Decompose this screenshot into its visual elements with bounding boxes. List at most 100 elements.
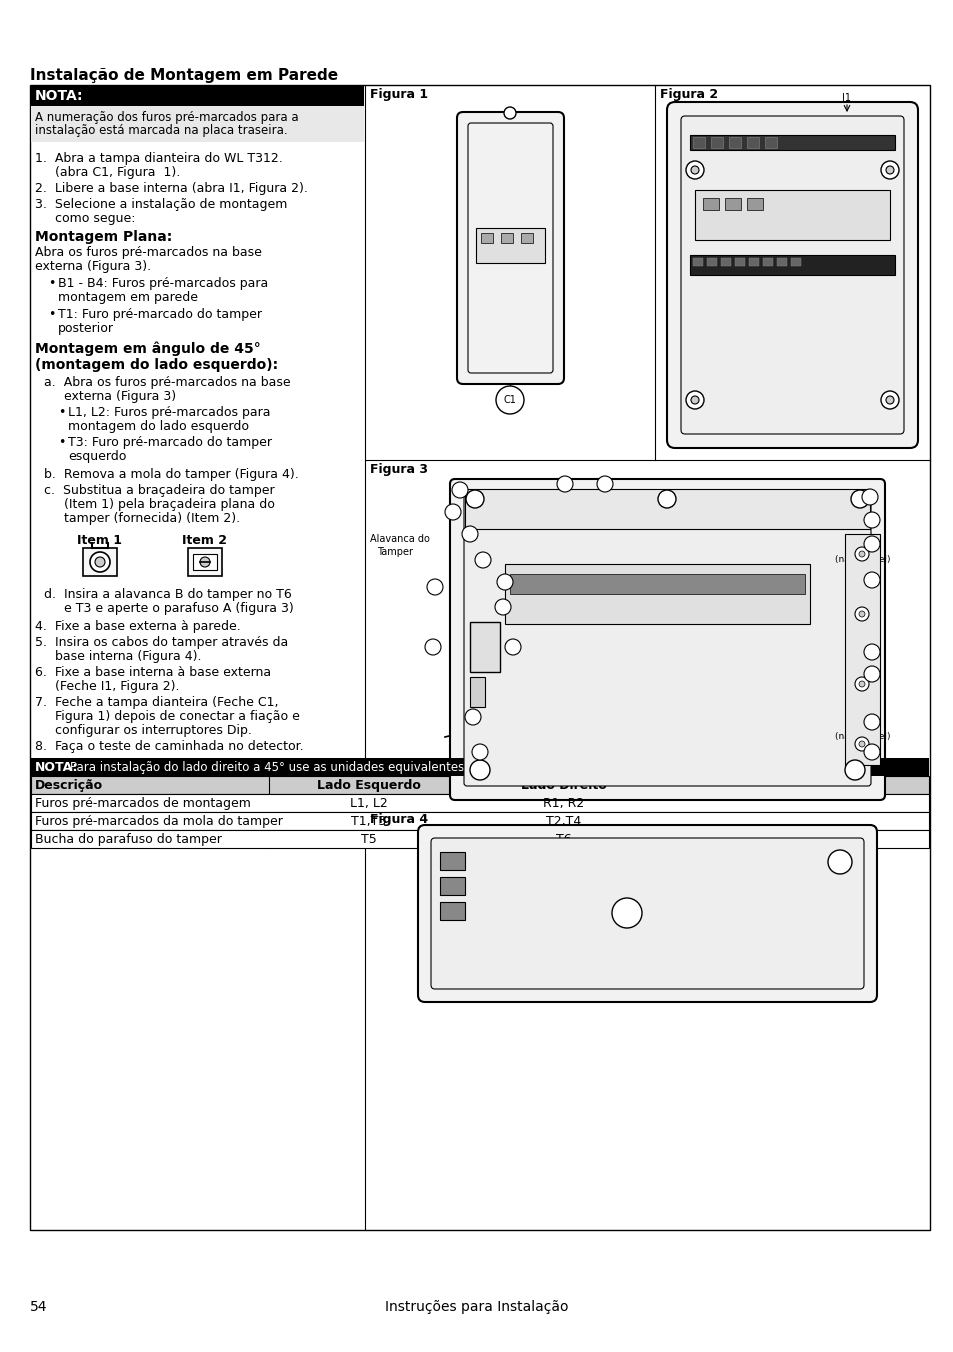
Bar — [30, 105, 364, 142]
Text: T2: T2 — [865, 516, 877, 526]
Text: Montagem em ângulo de 45°: Montagem em ângulo de 45° — [35, 342, 260, 357]
Text: Figura 4: Figura 4 — [370, 813, 428, 826]
Text: R1, R2: R1, R2 — [543, 796, 584, 810]
Bar — [439, 852, 464, 869]
Text: W2: W2 — [863, 671, 879, 680]
Text: b.  Remova a mola do tamper (Figura 4).: b. Remova a mola do tamper (Figura 4). — [44, 468, 298, 481]
Text: c.  Substitua a braçadeira do tamper: c. Substitua a braçadeira do tamper — [44, 484, 274, 498]
Text: Para instalação do lado direito a 45° use as unidades equivalentes na base exter: Para instalação do lado direito a 45° us… — [70, 761, 642, 773]
Bar — [746, 137, 759, 147]
Text: Item 2: Item 2 — [182, 534, 227, 548]
Bar — [30, 87, 364, 105]
Text: Descrição: Descrição — [35, 779, 103, 792]
Text: L1, L2: L1, L2 — [350, 796, 388, 810]
Circle shape — [685, 161, 703, 178]
Circle shape — [95, 557, 105, 566]
Text: montagem do lado esquerdo: montagem do lado esquerdo — [68, 420, 249, 433]
Text: configurar os interruptores Dip.: configurar os interruptores Dip. — [35, 725, 252, 737]
Circle shape — [200, 557, 210, 566]
Bar — [30, 830, 928, 848]
Text: externa (Figura 3).: externa (Figura 3). — [35, 260, 151, 273]
Bar — [746, 197, 762, 210]
Text: L2: L2 — [467, 713, 478, 723]
Text: Furos pré-marcados da mola do tamper: Furos pré-marcados da mola do tamper — [35, 815, 283, 827]
Text: NOTA:: NOTA: — [35, 761, 78, 773]
Text: Furos pré-marcados de montagem: Furos pré-marcados de montagem — [35, 796, 251, 810]
Text: Tamper: Tamper — [376, 548, 413, 557]
Bar — [720, 258, 730, 266]
Bar — [439, 902, 464, 919]
Circle shape — [452, 483, 468, 498]
Bar — [510, 575, 804, 594]
Text: 54: 54 — [30, 1301, 48, 1314]
Text: 2.  Libere a base interna (abra I1, Figura 2).: 2. Libere a base interna (abra I1, Figur… — [35, 183, 308, 195]
Bar — [439, 877, 464, 895]
FancyBboxPatch shape — [666, 101, 917, 448]
Text: 4.  Fixe a base externa à parede.: 4. Fixe a base externa à parede. — [35, 621, 240, 633]
Circle shape — [885, 396, 893, 404]
Text: NOTA:: NOTA: — [35, 89, 84, 103]
Text: T6: T6 — [558, 480, 571, 489]
Circle shape — [461, 526, 477, 542]
Circle shape — [858, 552, 864, 557]
Text: L1, L2: Furos pré-marcados para: L1, L2: Furos pré-marcados para — [68, 406, 271, 419]
Circle shape — [854, 677, 868, 691]
Bar — [470, 622, 499, 672]
Bar — [30, 758, 928, 776]
FancyBboxPatch shape — [680, 116, 903, 434]
Bar — [764, 137, 776, 147]
Bar — [83, 548, 117, 576]
Text: (não visível): (não visível) — [834, 731, 889, 741]
Circle shape — [503, 107, 516, 119]
Text: Item 1: Item 1 — [77, 534, 122, 548]
Text: Figura 1: Figura 1 — [370, 88, 428, 101]
Text: A: A — [429, 644, 436, 653]
Text: T6: T6 — [556, 833, 571, 846]
Bar — [689, 256, 894, 274]
Circle shape — [858, 741, 864, 748]
Text: Figura 1) depois de conectar a fiação e: Figura 1) depois de conectar a fiação e — [35, 710, 299, 723]
Text: Instalação de Montagem em Parede: Instalação de Montagem em Parede — [30, 68, 337, 82]
Circle shape — [854, 737, 868, 750]
Circle shape — [496, 387, 523, 414]
Text: W5: W5 — [497, 579, 513, 588]
Text: a.  Abra os furos pré-marcados na base: a. Abra os furos pré-marcados na base — [44, 376, 291, 389]
Text: C1: C1 — [503, 395, 516, 406]
Bar — [706, 258, 717, 266]
Circle shape — [863, 644, 879, 660]
Text: W3: W3 — [504, 644, 520, 653]
Text: externa (Figura 3): externa (Figura 3) — [44, 389, 176, 403]
Text: 1.  Abra a tampa dianteira do WL T312.: 1. Abra a tampa dianteira do WL T312. — [35, 151, 282, 165]
Text: •: • — [58, 435, 66, 449]
Text: B1 - B4: Furos pré-marcados para: B1 - B4: Furos pré-marcados para — [58, 277, 268, 289]
Text: d.  Insira a alavanca B do tamper no T6: d. Insira a alavanca B do tamper no T6 — [44, 588, 292, 602]
Circle shape — [844, 760, 864, 780]
Circle shape — [885, 166, 893, 174]
Text: T3: T3 — [447, 508, 458, 518]
Bar — [520, 233, 533, 243]
Bar — [30, 794, 928, 813]
Text: T1: Furo pré-marcado do tamper: T1: Furo pré-marcado do tamper — [58, 308, 262, 320]
Text: B2: B2 — [864, 576, 878, 585]
Bar — [476, 228, 544, 264]
Text: instalação está marcada na placa traseira.: instalação está marcada na placa traseir… — [35, 124, 287, 137]
Bar — [500, 233, 513, 243]
Text: B1: B1 — [476, 556, 489, 566]
Bar — [702, 197, 719, 210]
Circle shape — [854, 607, 868, 621]
Text: W6: W6 — [495, 603, 511, 612]
Text: (Item 1) pela braçadeira plana do: (Item 1) pela braçadeira plana do — [44, 498, 274, 511]
Circle shape — [597, 476, 613, 492]
Bar — [710, 137, 722, 147]
Circle shape — [854, 548, 868, 561]
Text: A numeração dos furos pré-marcados para a: A numeração dos furos pré-marcados para … — [35, 111, 298, 124]
Circle shape — [690, 396, 699, 404]
Bar — [193, 554, 216, 571]
Bar — [728, 137, 740, 147]
Text: Figura 3: Figura 3 — [370, 462, 428, 476]
Text: 6.  Fixe a base interna à base externa: 6. Fixe a base interna à base externa — [35, 667, 271, 679]
FancyBboxPatch shape — [450, 479, 884, 800]
Circle shape — [863, 535, 879, 552]
Text: esquerdo: esquerdo — [68, 450, 126, 462]
Text: base interna (Figura 4).: base interna (Figura 4). — [35, 650, 201, 662]
